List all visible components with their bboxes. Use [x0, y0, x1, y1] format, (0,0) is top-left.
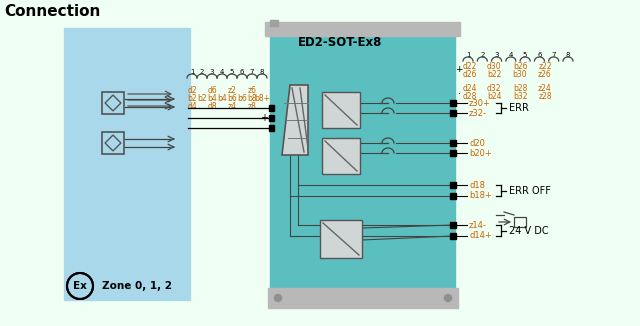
Text: b8+: b8+ — [254, 94, 270, 103]
Text: 7: 7 — [250, 69, 254, 75]
Text: -: - — [264, 103, 268, 113]
Text: b26: b26 — [513, 62, 527, 71]
Text: b2: b2 — [197, 94, 207, 103]
Text: b20+: b20+ — [469, 149, 492, 157]
Text: 8: 8 — [260, 69, 264, 75]
Circle shape — [275, 294, 282, 302]
Text: z22: z22 — [538, 62, 552, 71]
Text: 4: 4 — [220, 69, 224, 75]
Bar — [450, 193, 456, 199]
Text: 3: 3 — [494, 52, 499, 58]
Text: b30: b30 — [513, 70, 527, 79]
Text: 6: 6 — [537, 52, 541, 58]
Bar — [450, 100, 456, 106]
Text: ERR: ERR — [509, 103, 529, 113]
Text: 3: 3 — [210, 69, 214, 75]
Text: d2: d2 — [187, 86, 197, 95]
Bar — [450, 140, 456, 146]
Text: +: + — [455, 65, 463, 73]
Text: 2: 2 — [480, 52, 484, 58]
Bar — [268, 288, 458, 308]
Text: b6: b6 — [237, 94, 247, 103]
Text: z28: z28 — [538, 92, 552, 101]
Bar — [265, 22, 460, 36]
Text: z26: z26 — [538, 70, 552, 79]
Text: z6: z6 — [248, 86, 257, 95]
Text: 8: 8 — [566, 52, 570, 58]
Text: 2: 2 — [200, 69, 204, 75]
Bar — [269, 125, 274, 131]
Text: 7: 7 — [552, 52, 556, 58]
Text: d4: d4 — [187, 102, 197, 111]
Text: .: . — [458, 86, 460, 96]
Text: z8: z8 — [248, 102, 257, 111]
Bar — [102, 92, 124, 114]
Bar — [102, 132, 124, 154]
Text: d26: d26 — [463, 70, 477, 79]
Polygon shape — [282, 85, 308, 155]
Text: b18+: b18+ — [469, 191, 492, 200]
Bar — [322, 92, 360, 128]
Bar — [322, 138, 360, 174]
Text: d22: d22 — [463, 62, 477, 71]
Text: b4: b4 — [217, 94, 227, 103]
Text: z2: z2 — [228, 86, 236, 95]
Text: d24: d24 — [463, 84, 477, 93]
Text: b4: b4 — [207, 94, 217, 103]
Text: 5: 5 — [230, 69, 234, 75]
Text: z4: z4 — [227, 102, 237, 111]
Bar — [514, 217, 526, 227]
Bar — [64, 28, 190, 300]
Text: ED2-SOT-Ex8: ED2-SOT-Ex8 — [298, 37, 382, 50]
Text: d6: d6 — [207, 86, 217, 95]
Text: b6: b6 — [227, 94, 237, 103]
Text: 4: 4 — [509, 52, 513, 58]
Text: ERR OFF: ERR OFF — [509, 185, 551, 196]
Bar — [270, 20, 278, 26]
Bar — [269, 105, 274, 111]
Text: 24 V DC: 24 V DC — [509, 226, 548, 235]
Text: d20: d20 — [469, 139, 485, 147]
Bar — [450, 150, 456, 156]
Bar — [270, 30, 455, 298]
Text: Connection: Connection — [4, 4, 100, 19]
Circle shape — [445, 294, 451, 302]
Text: b22: b22 — [487, 70, 501, 79]
Bar — [0, 0, 640, 20]
Text: -: - — [264, 123, 268, 133]
Text: d30: d30 — [486, 62, 501, 71]
Text: d28: d28 — [463, 92, 477, 101]
Text: +: + — [260, 113, 268, 123]
Text: 5: 5 — [523, 52, 527, 58]
Bar — [450, 110, 456, 116]
Text: Ex: Ex — [73, 281, 87, 291]
Bar — [320, 220, 362, 258]
Text: b28: b28 — [513, 84, 527, 93]
Text: z14-: z14- — [469, 220, 487, 230]
Text: d8: d8 — [207, 102, 217, 111]
Text: 1: 1 — [189, 69, 195, 75]
Bar — [450, 233, 456, 239]
Text: d14+: d14+ — [469, 231, 492, 241]
Text: 1: 1 — [466, 52, 470, 58]
Bar — [450, 182, 456, 188]
Text: z24: z24 — [538, 84, 552, 93]
Bar — [450, 222, 456, 228]
Text: 6: 6 — [240, 69, 244, 75]
Text: z30+: z30+ — [469, 98, 491, 108]
Text: Zone 0, 1, 2: Zone 0, 1, 2 — [102, 281, 172, 291]
Text: d32: d32 — [487, 84, 501, 93]
Text: b32: b32 — [513, 92, 527, 101]
Text: b8: b8 — [247, 94, 257, 103]
Text: b24: b24 — [487, 92, 501, 101]
Text: d18: d18 — [469, 181, 485, 189]
Bar — [269, 115, 274, 121]
Text: z32-: z32- — [469, 109, 487, 117]
Text: b2: b2 — [187, 94, 197, 103]
